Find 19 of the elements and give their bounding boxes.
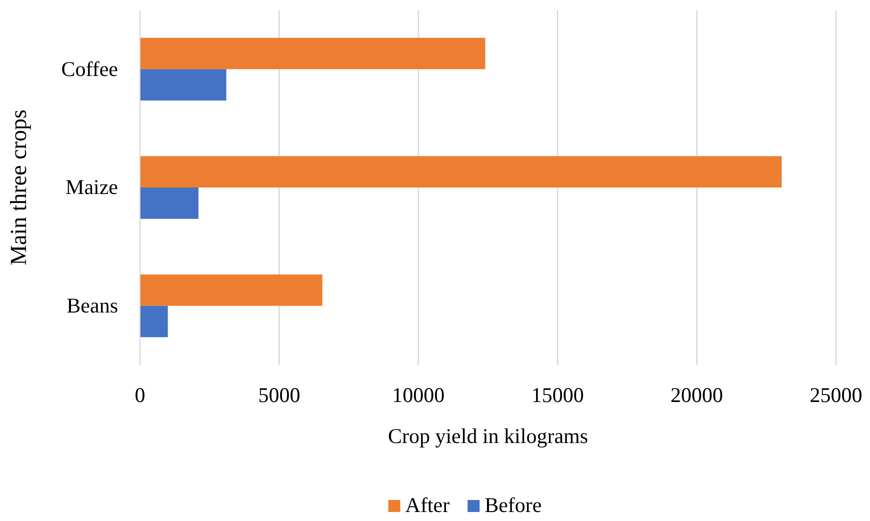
y-axis-title: Main three crops <box>6 110 31 266</box>
legend-label: After <box>405 493 450 517</box>
bar <box>140 274 322 306</box>
x-tick-label: 25000 <box>810 382 862 407</box>
bar <box>140 188 198 219</box>
x-axis-title: Crop yield in kilograms <box>388 424 588 448</box>
x-tick-label: 15000 <box>531 382 584 407</box>
bar <box>140 38 486 70</box>
x-tick-label: 0 <box>134 382 146 407</box>
y-tick-label: Beans <box>66 294 118 318</box>
y-tick-label: Coffee <box>61 56 118 81</box>
x-tick-label: 5000 <box>258 382 300 407</box>
y-tick-label: Maize <box>66 175 118 200</box>
legend-label: Before <box>484 493 542 517</box>
x-tick-label: 10000 <box>392 382 445 407</box>
bar <box>140 306 168 338</box>
bar <box>140 69 226 101</box>
bar <box>140 156 782 188</box>
x-tick-label: 20000 <box>670 382 724 407</box>
